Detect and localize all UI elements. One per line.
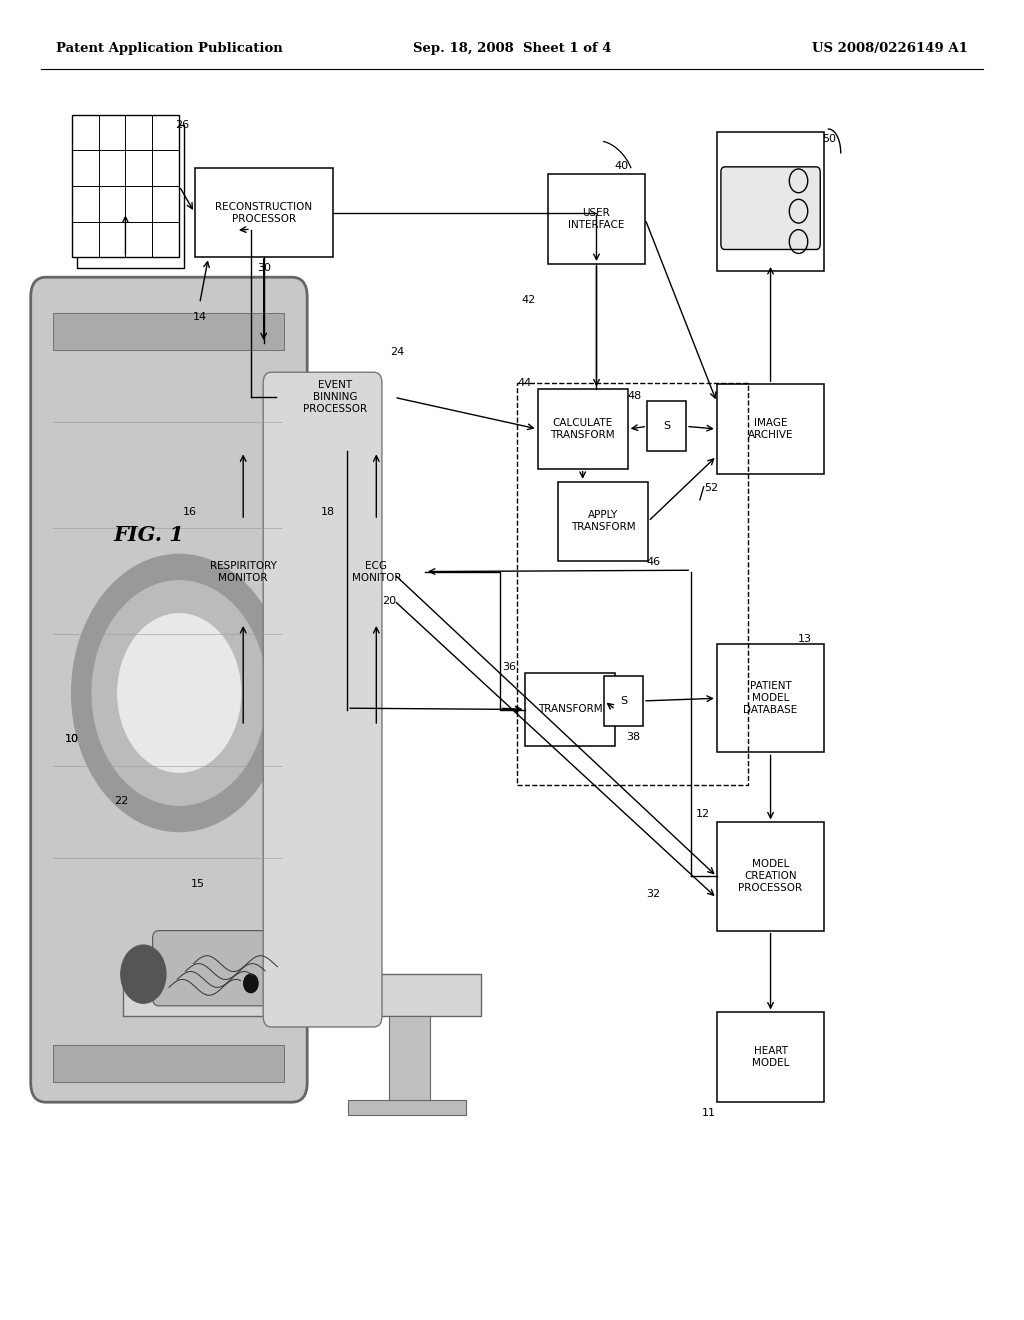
Text: S: S [621, 696, 627, 706]
FancyBboxPatch shape [123, 974, 481, 1016]
Bar [77, 125, 184, 268]
Text: PATIENT
MODEL
DATABASE: PATIENT MODEL DATABASE [743, 681, 798, 715]
Text: 48: 48 [628, 391, 642, 401]
Text: 18: 18 [321, 507, 335, 517]
Circle shape [244, 974, 258, 993]
Bar [72, 115, 179, 257]
Circle shape [121, 945, 166, 1003]
FancyBboxPatch shape [31, 277, 307, 1102]
Text: RESPIRITORY
MONITOR: RESPIRITORY MONITOR [210, 561, 276, 582]
Bar [41, 290, 512, 1188]
Text: 14: 14 [193, 312, 207, 322]
Text: FIG. 1: FIG. 1 [113, 524, 184, 545]
Text: Sep. 18, 2008  Sheet 1 of 4: Sep. 18, 2008 Sheet 1 of 4 [413, 42, 611, 55]
Bar [647, 401, 686, 451]
Text: EVENT
BINNING
PROCESSOR: EVENT BINNING PROCESSOR [303, 380, 368, 414]
Text: Patent Application Publication: Patent Application Publication [56, 42, 283, 55]
Text: 44: 44 [517, 378, 531, 388]
Bar [525, 673, 615, 746]
Text: 10: 10 [65, 734, 79, 744]
Text: 10: 10 [65, 734, 79, 744]
Text: 38: 38 [626, 731, 640, 742]
Text: 20: 20 [382, 595, 396, 606]
Text: TRANSFORM: TRANSFORM [538, 705, 603, 714]
Bar [717, 644, 824, 752]
Text: 12: 12 [695, 809, 710, 820]
Text: 11: 11 [701, 1107, 716, 1118]
Bar [348, 1100, 466, 1115]
Text: ECG
MONITOR: ECG MONITOR [351, 561, 401, 582]
Bar [717, 384, 824, 474]
Bar [53, 313, 284, 350]
FancyBboxPatch shape [153, 931, 298, 1006]
Bar [517, 383, 748, 785]
Text: 26: 26 [175, 120, 189, 131]
FancyBboxPatch shape [721, 166, 820, 249]
Text: 13: 13 [798, 634, 812, 644]
Text: 22: 22 [114, 796, 128, 807]
Text: 42: 42 [521, 294, 536, 305]
Text: 16: 16 [182, 507, 197, 517]
Bar [195, 168, 333, 257]
Bar [717, 822, 824, 931]
Bar [276, 343, 394, 451]
Text: 40: 40 [614, 161, 629, 172]
Text: 46: 46 [646, 557, 660, 568]
Circle shape [118, 614, 241, 772]
Bar [717, 1012, 824, 1102]
Bar [604, 676, 643, 726]
Bar [189, 520, 297, 623]
Text: 15: 15 [190, 879, 205, 890]
Text: CALCULATE
TRANSFORM: CALCULATE TRANSFORM [550, 418, 615, 440]
Circle shape [92, 581, 266, 805]
Text: S: S [664, 421, 670, 432]
FancyBboxPatch shape [263, 372, 382, 1027]
Text: 50: 50 [822, 133, 837, 144]
Bar [717, 132, 824, 271]
Bar [328, 520, 425, 623]
Text: RECONSTRUCTION
PROCESSOR: RECONSTRUCTION PROCESSOR [215, 202, 312, 223]
Circle shape [72, 554, 287, 832]
Text: /: / [698, 484, 705, 503]
Bar [538, 389, 628, 469]
Bar [548, 174, 645, 264]
Text: IMAGE
ARCHIVE: IMAGE ARCHIVE [748, 418, 794, 440]
Text: 24: 24 [390, 347, 404, 358]
Text: 32: 32 [646, 888, 660, 899]
Text: 52: 52 [705, 483, 719, 494]
Text: HEART
MODEL: HEART MODEL [752, 1047, 790, 1068]
Text: MODEL
CREATION
PROCESSOR: MODEL CREATION PROCESSOR [738, 859, 803, 894]
Bar [558, 482, 648, 561]
Text: USER
INTERFACE: USER INTERFACE [568, 209, 625, 230]
Text: APPLY
TRANSFORM: APPLY TRANSFORM [570, 511, 636, 532]
Bar [53, 1045, 284, 1082]
Bar [389, 1016, 430, 1106]
Text: 30: 30 [257, 263, 271, 273]
Text: US 2008/0226149 A1: US 2008/0226149 A1 [812, 42, 968, 55]
Text: 36: 36 [502, 661, 516, 672]
